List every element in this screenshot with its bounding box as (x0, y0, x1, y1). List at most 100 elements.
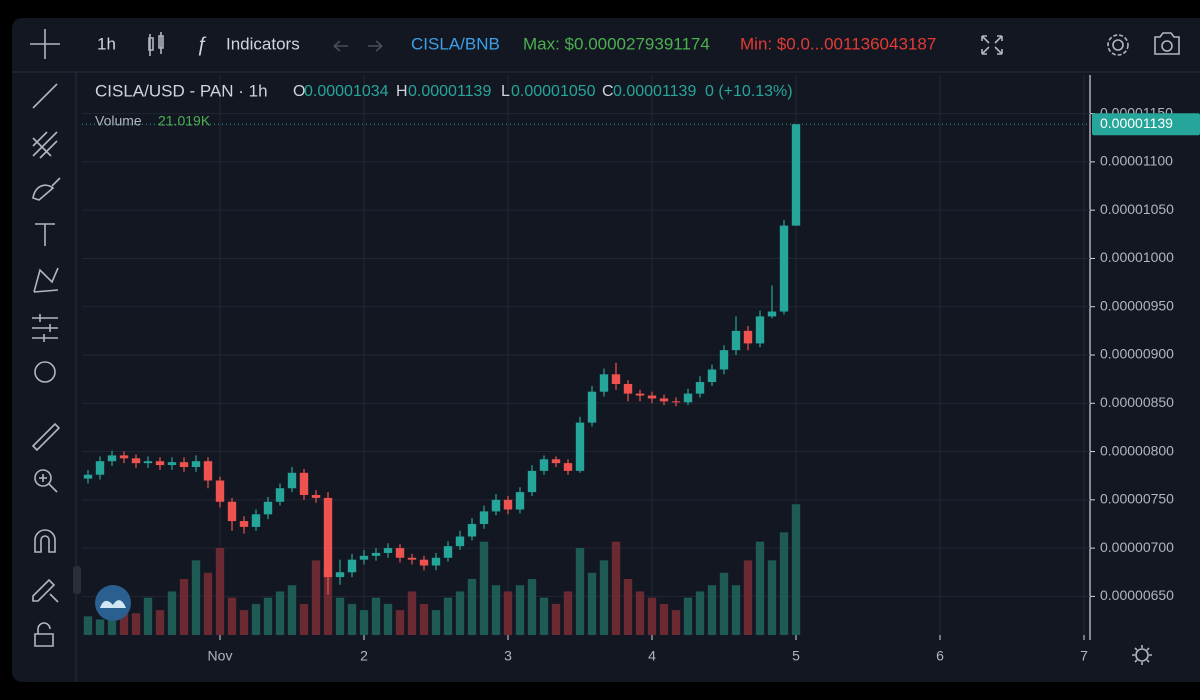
candle-body (731, 330, 741, 351)
volume-bar (251, 603, 261, 635)
candle-body (791, 124, 801, 226)
volume-bar (767, 560, 777, 635)
candle-body (335, 572, 345, 578)
volume-bar (563, 591, 573, 635)
candle-body (275, 488, 285, 502)
fullscreen-icon[interactable] (981, 35, 1003, 55)
candle-body (623, 383, 633, 394)
settings-icon[interactable] (1112, 39, 1124, 51)
candle-body (539, 459, 549, 471)
candle-body (503, 499, 513, 510)
zoom-tool[interactable] (34, 469, 52, 487)
volume-bar (455, 591, 465, 635)
volume-bar (95, 619, 105, 635)
volume-bar (107, 610, 117, 635)
prediction-tool[interactable] (32, 314, 58, 342)
candle-body (131, 458, 141, 464)
candle-body (767, 311, 777, 317)
camera-icon[interactable] (1154, 32, 1180, 55)
candle-body (755, 316, 765, 344)
undo-icon[interactable] (333, 40, 348, 52)
text-tool[interactable] (35, 223, 55, 246)
lock-tool[interactable] (34, 622, 54, 647)
axis-settings-icon[interactable] (1135, 648, 1149, 662)
candle-body (743, 330, 753, 344)
candle-body (299, 472, 309, 495)
ruler-tool[interactable] (31, 422, 61, 452)
last-price-label: 0.00001139 (1100, 115, 1173, 131)
brush-tool[interactable] (32, 177, 61, 201)
candle-body (419, 559, 429, 566)
pattern-tool[interactable] (33, 267, 59, 293)
candle-body (527, 470, 537, 493)
volume-bar (395, 610, 405, 635)
candle-body (479, 511, 489, 524)
candle-body (155, 461, 165, 466)
candle-body (251, 514, 261, 527)
volume-bar (263, 597, 273, 635)
candle-icon[interactable] (148, 32, 164, 56)
volume-bar (227, 597, 237, 635)
volume-bar (359, 610, 369, 635)
volume-bar (503, 591, 513, 635)
candle-body (191, 461, 201, 467)
panel (12, 18, 1200, 682)
candle-body (455, 536, 465, 547)
candle-body (695, 382, 705, 394)
volume-bar (215, 547, 225, 635)
high-key: H (396, 83, 408, 100)
crosshair-icon[interactable] (30, 29, 60, 59)
volume-bar (131, 613, 141, 635)
trend-line-tool[interactable] (32, 83, 58, 109)
fib-tool[interactable] (32, 131, 58, 159)
volume-value: 21.019K (158, 113, 211, 129)
y-tick-label: 0.00001050 (1100, 201, 1174, 217)
redo-icon[interactable] (368, 40, 383, 52)
candle-body (719, 350, 729, 370)
candle-body (551, 459, 561, 464)
collapse-handle[interactable] (73, 566, 81, 594)
volume-bar (335, 597, 345, 635)
open-key: O (293, 83, 305, 100)
y-tick-label: 0.00001000 (1100, 249, 1174, 265)
pair[interactable]: CISLA/BNB (411, 34, 500, 53)
emoji-tool[interactable] (34, 361, 56, 383)
candle-body (371, 552, 381, 556)
volume-bar (743, 560, 753, 635)
fx-icon[interactable]: ƒ (196, 33, 207, 55)
volume-bar (167, 591, 177, 635)
volume-bar (587, 572, 597, 635)
interval[interactable]: 1h (97, 34, 116, 53)
indicators[interactable]: Indicators (226, 34, 300, 53)
volume-bar (383, 603, 393, 635)
max-price: Max: $0.0000279391174 (523, 34, 710, 53)
magnet-tool[interactable] (34, 529, 56, 553)
volume-bar (611, 541, 621, 635)
logo[interactable] (95, 585, 131, 621)
candle-body (659, 398, 669, 402)
candle-body (227, 501, 237, 522)
lock-draw-tool[interactable] (32, 578, 59, 603)
volume-bar (239, 610, 249, 635)
volume-bar (527, 579, 537, 635)
candle-body (395, 548, 405, 558)
candle-body (179, 462, 189, 467)
logo-mark (100, 600, 126, 608)
volume-bar (659, 603, 669, 635)
y-tick-label: 0.00000700 (1100, 539, 1174, 555)
volume-bar (467, 579, 477, 635)
volume-bar (419, 603, 429, 635)
y-tick-label: 0.00000900 (1100, 346, 1174, 362)
volume-bar (431, 610, 441, 635)
candle-body (167, 462, 177, 466)
candle-body (215, 480, 225, 502)
y-tick-label: 0.00000800 (1100, 442, 1174, 458)
candle-body (323, 497, 333, 578)
candle-body (83, 474, 93, 479)
y-tick-label: 0.00000950 (1100, 297, 1174, 313)
y-tick-label: 0.00000850 (1100, 394, 1174, 410)
low-key: L (501, 83, 510, 100)
candle-body (647, 395, 657, 399)
candle-body (683, 393, 693, 403)
x-tick-label: 7 (1080, 648, 1088, 664)
